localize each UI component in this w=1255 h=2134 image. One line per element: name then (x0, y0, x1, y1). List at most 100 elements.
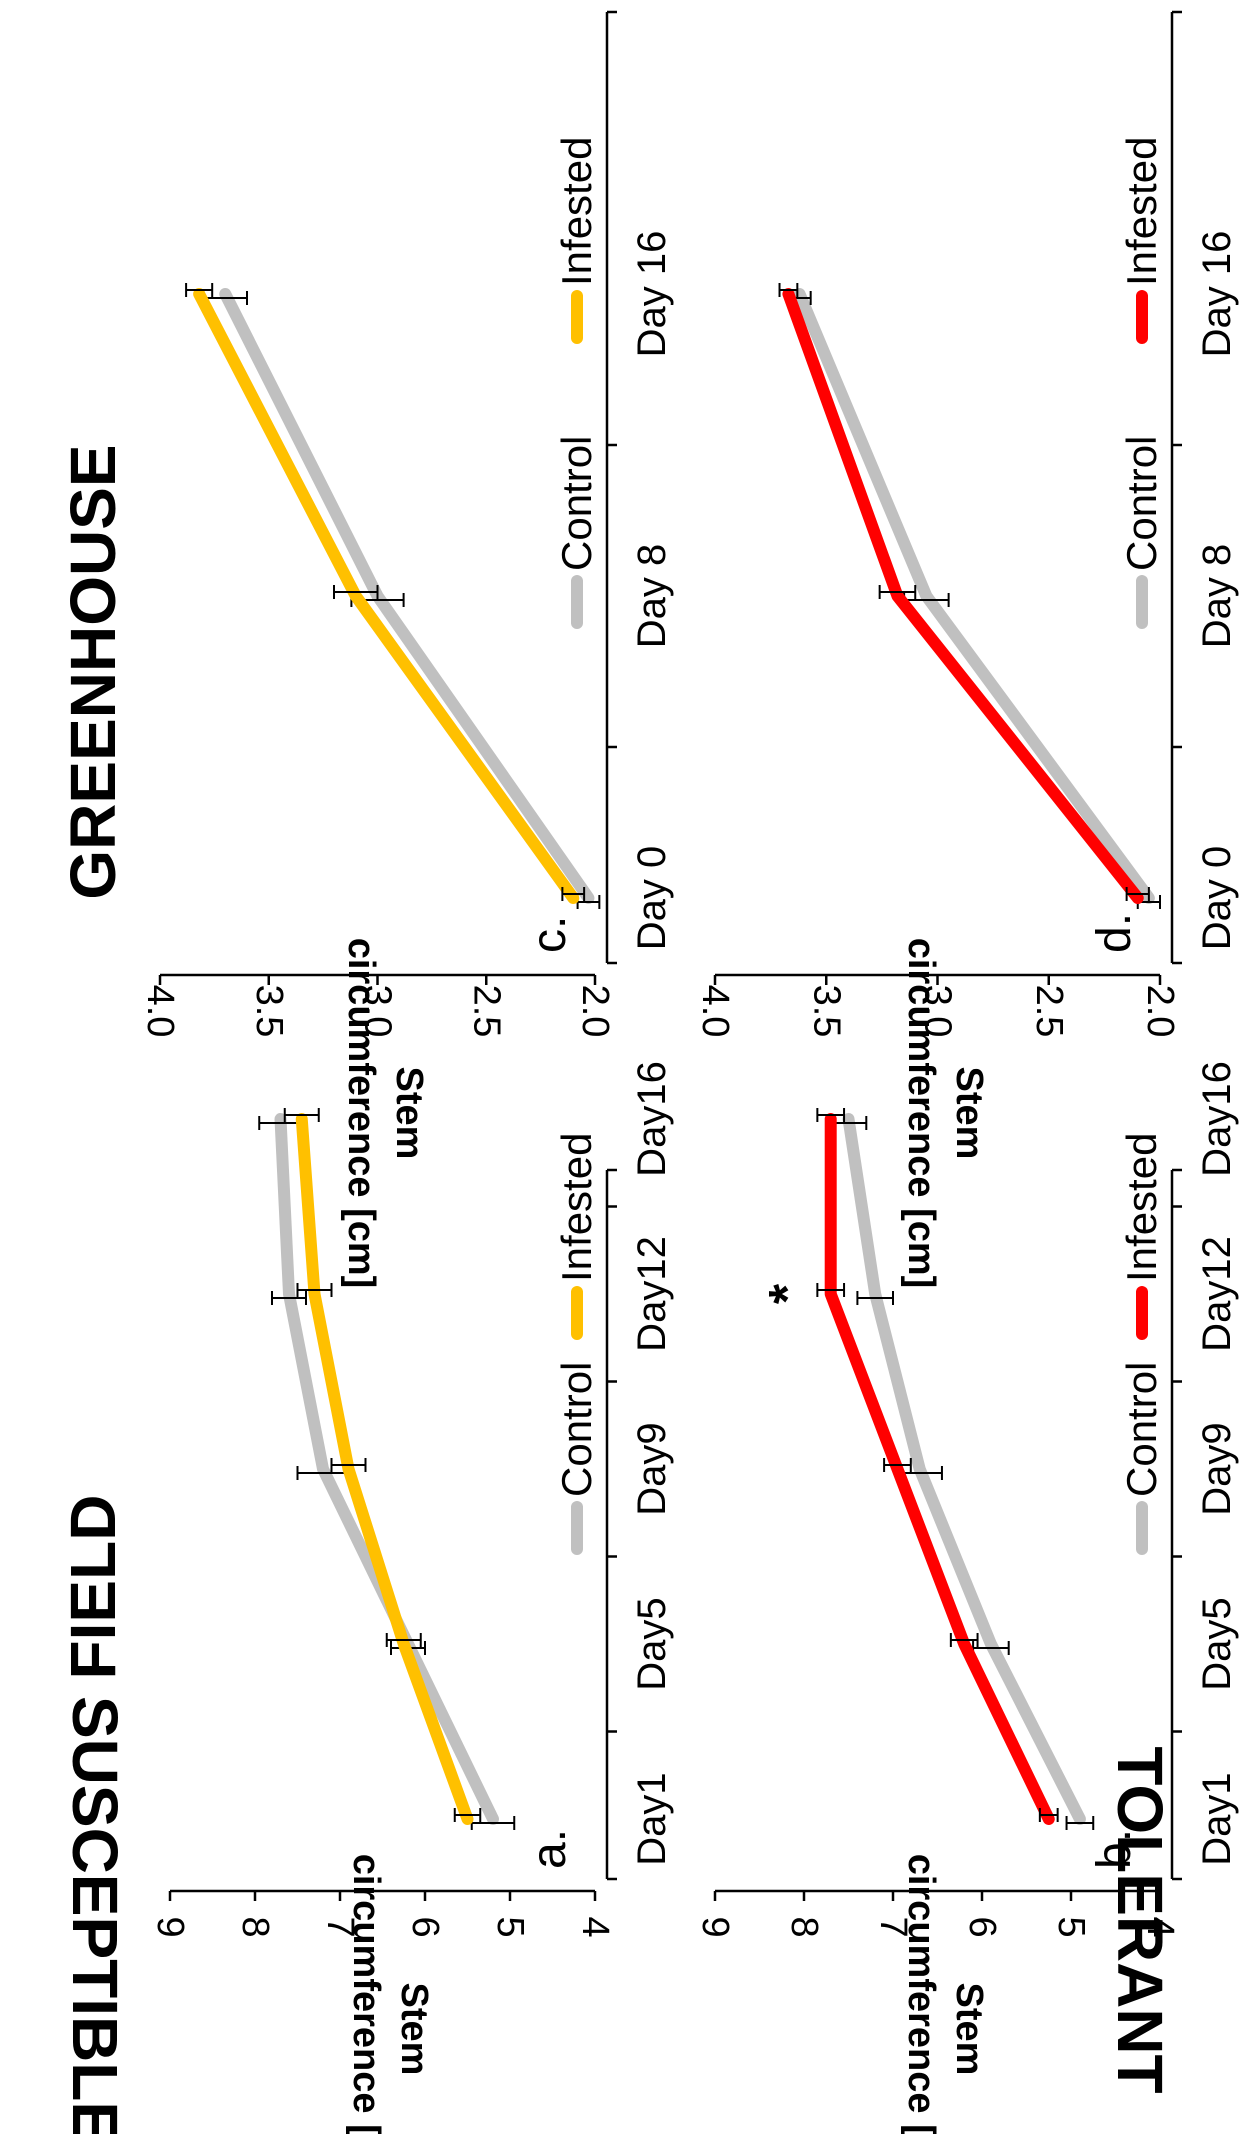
x-tick-label: Day16 (630, 1061, 674, 1177)
panel-label: d. (1088, 913, 1141, 953)
y-tick-label-group: 4 (1139, 1916, 1181, 1937)
x-tick-label: Day 0 (1195, 846, 1239, 951)
y-tick-label: 7 (872, 1916, 914, 1937)
y-tick-label: 8 (234, 1916, 276, 1937)
x-tick-label: Day 16 (1195, 231, 1239, 358)
x-tick-label: Day9 (1195, 1422, 1239, 1515)
y-tick-label-group: 6 (404, 1916, 446, 1937)
y-axis-title-line1: Stem (393, 1983, 435, 2076)
x-tick-label: Day1 (630, 1772, 674, 1865)
y-tick-label-group: 9 (149, 1916, 191, 1937)
y-axis-title-line2: circumference [cm] (900, 938, 942, 1289)
y-tick-label: 2.5 (465, 985, 507, 1038)
y-tick-label-group: 7 (319, 1916, 361, 1937)
y-tick-label-group: 5 (489, 1916, 531, 1937)
y-tick-label: 3.0 (357, 985, 399, 1038)
y-tick-label: 8 (783, 1916, 825, 1937)
y-tick-label-group: 7 (872, 1916, 914, 1937)
y-tick-label-group: 9 (694, 1916, 736, 1937)
y-tick-label: 2.5 (1028, 985, 1070, 1038)
y-tick-label-group: 4.0 (694, 985, 736, 1038)
legend-label-infested: Infested (1118, 137, 1165, 286)
y-tick-label: 7 (319, 1916, 361, 1937)
x-tick-label: Day 16 (630, 231, 674, 358)
series-line-control (842, 1113, 1086, 1825)
series-line-infested (824, 1113, 1055, 1825)
legend-label-control: Control (1118, 436, 1165, 571)
y-tick-label: 3.0 (917, 985, 959, 1038)
y-tick-label: 4 (574, 1916, 616, 1937)
y-tick-label: 4.0 (139, 985, 181, 1038)
significance-star: * (759, 1283, 817, 1304)
y-tick-label: 5 (1050, 1916, 1092, 1937)
x-tick-label: Day9 (630, 1422, 674, 1515)
x-tick-label: Day 8 (1195, 544, 1239, 649)
y-axis-title-line1: Stem (948, 1067, 990, 1160)
y-tick-label-group: 2.0 (1139, 985, 1181, 1038)
y-tick-label-group: 3.5 (248, 985, 290, 1038)
y-tick-label-group: 4 (574, 1916, 616, 1937)
y-tick-label: 4 (1139, 1916, 1181, 1937)
y-tick-label: 3.5 (805, 985, 847, 1038)
y-tick-label: 9 (149, 1916, 191, 1937)
panel-label: c. (523, 916, 576, 953)
legend-label-control: Control (1118, 1362, 1165, 1497)
x-tick-label: Day 8 (630, 544, 674, 649)
series-line-infested (295, 1113, 474, 1825)
series-line-control (793, 288, 1155, 904)
y-tick-label: 3.5 (248, 985, 290, 1038)
col-header-field: FIELD (57, 1495, 129, 1680)
series-line-control (219, 288, 595, 904)
y-tick-label-group: 2.5 (465, 985, 507, 1038)
x-tick-label: Day 0 (630, 846, 674, 951)
y-tick-label-group: 8 (783, 1916, 825, 1937)
legend-label-infested: Infested (1118, 1133, 1165, 1282)
y-axis-title-line2: circumference [cm] (900, 1854, 942, 2134)
x-tick-label: Day16 (1195, 1061, 1239, 1177)
x-tick-label: Day1 (1195, 1772, 1239, 1865)
x-tick-label: Day12 (630, 1236, 674, 1352)
y-tick-label-group: 6 (961, 1916, 1003, 1937)
y-axis-title-line2: circumference [cm] (345, 1854, 387, 2134)
legend-label-infested: Infested (553, 1133, 600, 1282)
x-tick-label: Day5 (1195, 1597, 1239, 1690)
x-tick-label: Day5 (630, 1597, 674, 1690)
y-tick-label-group: 2.5 (1028, 985, 1070, 1038)
y-tick-label: 4.0 (694, 985, 736, 1038)
y-axis-title-line1: Stem (388, 1067, 430, 1160)
row-header-susceptible: SUSCEPTIBLE (59, 1696, 131, 2134)
y-tick-label: 6 (961, 1916, 1003, 1937)
y-tick-label-group: 5 (1050, 1916, 1092, 1937)
x-tick-label: Day12 (1195, 1236, 1239, 1352)
row-header-tolerant: TOLERANT (1104, 1746, 1176, 2093)
col-header-greenhouse: GREENHOUSE (57, 444, 129, 899)
y-tick-label-group: 4.0 (139, 985, 181, 1038)
y-tick-label-group: 3.0 (357, 985, 399, 1038)
y-tick-label-group: 2.0 (574, 985, 616, 1038)
y-tick-label: 9 (694, 1916, 736, 1937)
series-line-control (274, 1113, 499, 1825)
panel-label: a. (523, 1829, 576, 1869)
y-axis-title-line1: Stem (948, 1983, 990, 2076)
legend-label-control: Control (553, 436, 600, 571)
y-tick-label-group: 3.5 (805, 985, 847, 1038)
y-tick-label-group: 3.0 (917, 985, 959, 1038)
y-tick-label: 5 (489, 1916, 531, 1937)
y-tick-label: 6 (404, 1916, 446, 1937)
y-tick-label-group: 8 (234, 1916, 276, 1937)
legend-label-control: Control (553, 1362, 600, 1497)
panel-label: b. (1088, 1829, 1141, 1869)
series-line-infested (193, 288, 580, 904)
y-tick-label: 2.0 (574, 985, 616, 1038)
y-axis-title-line2: circumference [cm] (340, 938, 382, 1289)
